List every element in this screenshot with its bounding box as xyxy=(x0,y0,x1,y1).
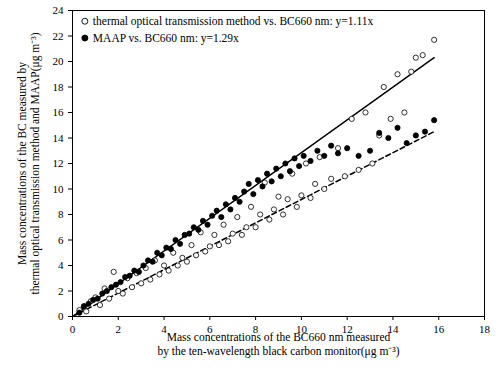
svg-text:18: 18 xyxy=(479,323,491,335)
svg-text:6: 6 xyxy=(207,323,213,336)
svg-text:20: 20 xyxy=(53,55,65,67)
svg-text:2: 2 xyxy=(116,323,122,335)
svg-text:6: 6 xyxy=(58,234,64,246)
svg-text:16: 16 xyxy=(433,323,445,335)
svg-text:2: 2 xyxy=(58,285,64,297)
svg-text:10: 10 xyxy=(53,183,65,195)
svg-text:10: 10 xyxy=(295,323,307,336)
svg-text:0: 0 xyxy=(70,323,76,335)
svg-text:12: 12 xyxy=(53,157,64,169)
svg-text:18: 18 xyxy=(53,81,65,93)
svg-text:4: 4 xyxy=(161,323,167,336)
svg-text:0: 0 xyxy=(58,310,64,322)
svg-text:Mass concentrations of the BC6: Mass concentrations of the BC660 nm meas… xyxy=(157,331,399,357)
svg-text:8: 8 xyxy=(58,208,64,220)
svg-text:14: 14 xyxy=(53,132,65,144)
svg-text:Mass concentrations of the BC: Mass concentrations of the BC measured b… xyxy=(16,32,42,294)
svg-text:8: 8 xyxy=(252,323,259,336)
svg-text:12: 12 xyxy=(341,323,353,336)
svg-text:MAAP vs. BC660 nm: y=1.29x: MAAP vs. BC660 nm: y=1.29x xyxy=(93,32,239,45)
svg-text:thermal optical transmission m: thermal optical transmission method vs. … xyxy=(93,15,374,28)
svg-text:22: 22 xyxy=(53,30,64,42)
svg-text:4: 4 xyxy=(58,259,64,271)
svg-text:14: 14 xyxy=(387,323,399,336)
svg-text:16: 16 xyxy=(53,106,65,118)
svg-text:24: 24 xyxy=(53,4,65,16)
